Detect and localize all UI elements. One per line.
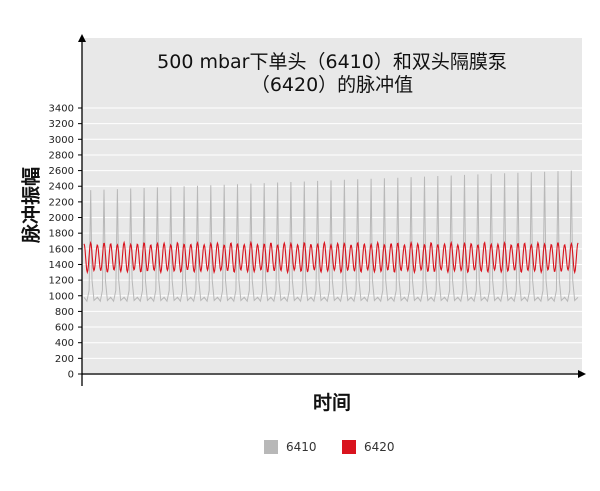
legend-swatch-6410 bbox=[264, 440, 278, 454]
y-axis-arrow bbox=[78, 34, 86, 42]
y-tick-label: 1600 bbox=[49, 244, 74, 255]
y-tick-label: 1000 bbox=[49, 291, 74, 302]
legend-item-6420: 6420 bbox=[342, 440, 395, 454]
legend-item-6410: 6410 bbox=[264, 440, 317, 454]
x-axis-label: 时间 bbox=[312, 392, 351, 414]
y-tick-label: 1200 bbox=[49, 276, 74, 287]
y-tick-label: 200 bbox=[55, 354, 74, 365]
chart-title-line-1: 500 mbar下单头（6410）和双头隔膜泵 bbox=[157, 51, 507, 73]
y-tick-label: 2400 bbox=[49, 182, 74, 193]
plot-area bbox=[82, 38, 582, 375]
series-layer bbox=[83, 170, 579, 303]
y-tick-label: 1800 bbox=[49, 229, 74, 240]
y-axis-label: 脉冲振幅 bbox=[20, 166, 43, 244]
y-tick-label: 2000 bbox=[49, 213, 74, 224]
y-tick-label: 600 bbox=[55, 323, 74, 334]
x-axis-arrow bbox=[578, 370, 586, 378]
y-tick-label: 2800 bbox=[49, 150, 74, 161]
axes bbox=[78, 34, 586, 386]
series-6410-line bbox=[83, 170, 579, 303]
series-6420-line bbox=[83, 240, 579, 275]
chart-title-line-2: （6420）的脉冲值 bbox=[250, 74, 414, 96]
y-tick-label: 0 bbox=[68, 370, 74, 381]
legend: 6410 6420 bbox=[0, 440, 600, 458]
y-tick-label: 400 bbox=[55, 338, 74, 349]
y-tick-label: 800 bbox=[55, 307, 74, 318]
y-tick-label: 2200 bbox=[49, 197, 74, 208]
y-tick-label: 3400 bbox=[49, 104, 74, 115]
y-tick-label: 1400 bbox=[49, 260, 74, 271]
legend-swatch-6420 bbox=[342, 440, 356, 454]
y-tick-label: 2600 bbox=[49, 166, 74, 177]
legend-label-6410: 6410 bbox=[286, 440, 317, 454]
y-tick-label: 3200 bbox=[49, 119, 74, 130]
y-tick-label: 3000 bbox=[49, 135, 74, 146]
legend-label-6420: 6420 bbox=[364, 440, 395, 454]
y-ticks: 0 200 400 600 800 1000 1200 1400 1600 1800 2000 220… bbox=[49, 104, 82, 381]
